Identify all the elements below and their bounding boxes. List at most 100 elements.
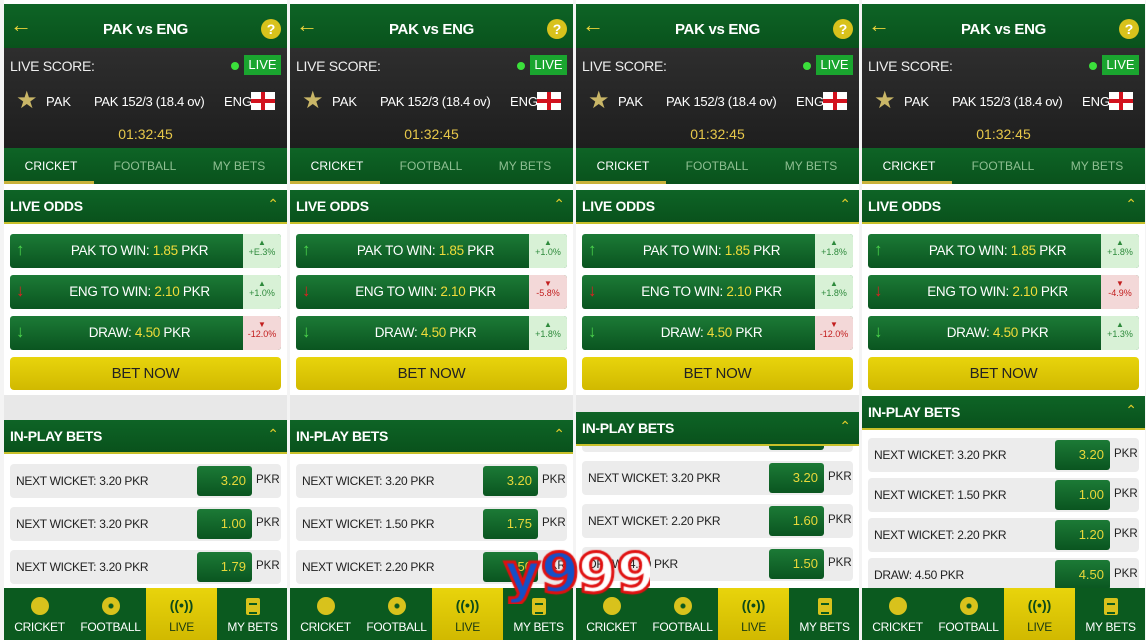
tab-cricket[interactable]: CRICKET xyxy=(882,159,936,173)
odds-change-badge: ▼ -12.0% xyxy=(243,316,281,350)
triangle-down-icon: ▼ xyxy=(830,320,838,329)
odds-value: 4.50 xyxy=(706,325,732,340)
chevron-up-icon[interactable]: ⌃ xyxy=(553,196,565,212)
bet-odds-button[interactable]: 1.50 xyxy=(769,549,824,579)
chevron-up-icon[interactable]: ⌃ xyxy=(839,196,851,212)
football-icon xyxy=(933,594,1004,616)
live-score-panel: LIVE SCORE: LIVE ★ PAK PAK 152/3 (18.4 ov) EN… xyxy=(290,48,573,148)
in-play-bet-row: DRAW: 4.50 PKR 1.50 PKR xyxy=(582,547,853,581)
bet-odds-button[interactable]: 1.00 xyxy=(1055,480,1110,510)
odds-row[interactable]: ↓ ENG TO WIN: 2.10 PKR ▲ +1.0% xyxy=(10,275,281,309)
bet-odds-button[interactable]: 1.00 xyxy=(197,509,252,539)
odds-label: ENG TO WIN: 2.10 PKR xyxy=(894,284,1101,299)
nav-live[interactable]: ((•)) LIVE xyxy=(146,588,217,640)
nav-my-bets[interactable]: MY BETS xyxy=(503,588,573,640)
arrow-left-icon[interactable]: ← xyxy=(10,12,32,37)
arrow-left-icon[interactable]: ← xyxy=(868,12,890,37)
bet-now-button[interactable]: BET NOW xyxy=(296,357,567,390)
odds-row[interactable]: ↓ DRAW: 4.50 PKR ▲ +1.3% xyxy=(868,316,1139,350)
chevron-up-icon[interactable]: ⌃ xyxy=(267,196,279,212)
in-play-bets-header[interactable]: IN-PLAY BETS ⌃ xyxy=(290,420,573,454)
chevron-up-icon[interactable]: ⌃ xyxy=(553,426,565,442)
bet-odds-button[interactable]: 1.75 xyxy=(483,509,538,539)
nav-football[interactable]: FOOTBALL xyxy=(647,588,718,640)
odds-row[interactable]: ↓ ENG TO WIN: 2.10 PKR ▼ -5.8% xyxy=(296,275,567,309)
tab-my-bets[interactable]: MY BETS xyxy=(1070,159,1124,173)
chevron-up-icon[interactable]: ⌃ xyxy=(839,418,851,434)
help-icon[interactable]: ? xyxy=(833,19,853,39)
odds-suffix: PKR xyxy=(1037,284,1068,299)
cricket-ball-icon xyxy=(862,594,933,616)
nav-live[interactable]: ((•)) LIVE xyxy=(1004,588,1075,640)
odds-change-badge: ▲ +1.8% xyxy=(1101,234,1139,268)
tab-football[interactable]: FOOTBALL xyxy=(113,159,177,173)
chevron-up-icon[interactable]: ⌃ xyxy=(1125,196,1137,212)
bet-odds-button[interactable]: 1.79 xyxy=(197,552,252,582)
section-title: LIVE ODDS xyxy=(296,198,369,214)
live-odds-header[interactable]: LIVE ODDS ⌃ xyxy=(4,190,287,224)
odds-row[interactable]: ↑ PAK TO WIN: 1.85 PKR ▲ +1.8% xyxy=(582,234,853,268)
odds-row[interactable]: ↓ DRAW: 4.50 PKR ▼ -12.0% xyxy=(10,316,281,350)
tab-my-bets[interactable]: MY BETS xyxy=(784,159,838,173)
odds-label: DRAW: 4.50 PKR xyxy=(36,325,243,340)
in-play-bet-row: NEXT WICKET: 3.20 PKR 3.20 PKR xyxy=(10,464,281,498)
help-icon[interactable]: ? xyxy=(1119,19,1139,39)
nav-cricket[interactable]: CRICKET xyxy=(4,588,75,640)
nav-cricket[interactable]: CRICKET xyxy=(576,588,647,640)
chevron-up-icon[interactable]: ⌃ xyxy=(267,426,279,442)
section-divider xyxy=(4,395,287,420)
help-icon[interactable]: ? xyxy=(261,19,281,39)
chevron-up-icon[interactable]: ⌃ xyxy=(1125,402,1137,418)
bet-now-button[interactable]: BET NOW xyxy=(10,357,281,390)
nav-my-bets[interactable]: MY BETS xyxy=(217,588,287,640)
arrow-left-icon[interactable]: ← xyxy=(582,12,604,37)
arrow-left-icon[interactable]: ← xyxy=(296,12,318,37)
tab-cricket[interactable]: CRICKET xyxy=(310,159,364,173)
currency-label: PKR xyxy=(542,517,566,529)
nav-football[interactable]: FOOTBALL xyxy=(361,588,432,640)
nav-football[interactable]: FOOTBALL xyxy=(933,588,1004,640)
tab-football[interactable]: FOOTBALL xyxy=(685,159,749,173)
tab-football[interactable]: FOOTBALL xyxy=(399,159,463,173)
tab-my-bets[interactable]: MY BETS xyxy=(498,159,552,173)
bet-odds-button[interactable]: 3.20 xyxy=(483,466,538,496)
bet-now-button[interactable]: BET NOW xyxy=(868,357,1139,390)
in-play-bets-header[interactable]: IN-PLAY BETS ⌃ xyxy=(862,396,1145,430)
odds-row[interactable]: ↓ ENG TO WIN: 2.10 PKR ▼ -4.9% xyxy=(868,275,1139,309)
nav-my-bets[interactable]: MY BETS xyxy=(1075,588,1145,640)
nav-cricket[interactable]: CRICKET xyxy=(862,588,933,640)
in-play-bets-header[interactable]: IN-PLAY BETS ⌃ xyxy=(4,420,287,454)
bet-odds-button[interactable]: 1.20 xyxy=(1055,520,1110,550)
live-odds-header[interactable]: LIVE ODDS ⌃ xyxy=(576,190,859,224)
tab-my-bets[interactable]: MY BETS xyxy=(212,159,266,173)
live-odds-header[interactable]: LIVE ODDS ⌃ xyxy=(290,190,573,224)
tab-cricket[interactable]: CRICKET xyxy=(596,159,650,173)
in-play-bets-header[interactable]: IN-PLAY BETS ⌃ xyxy=(576,412,859,446)
odds-change-value: +1.0% xyxy=(249,288,275,298)
live-odds-header[interactable]: LIVE ODDS ⌃ xyxy=(862,190,1145,224)
bet-odds-button[interactable]: 4.50 xyxy=(1055,560,1110,590)
odds-row[interactable]: ↑ PAK TO WIN: 1.85 PKR ▲ +E.3% xyxy=(10,234,281,268)
nav-live[interactable]: ((•)) LIVE xyxy=(718,588,789,640)
bet-odds-button[interactable]: 1.50 xyxy=(483,552,538,582)
nav-my-bets[interactable]: MY BETS xyxy=(789,588,859,640)
help-icon[interactable]: ? xyxy=(547,19,567,39)
odds-row[interactable]: ↓ DRAW: 4.50 PKR ▼ -12.0% xyxy=(582,316,853,350)
nav-cricket[interactable]: CRICKET xyxy=(290,588,361,640)
tab-football[interactable]: FOOTBALL xyxy=(971,159,1035,173)
bet-odds-button[interactable]: 3.20 xyxy=(769,463,824,493)
tab-cricket[interactable]: CRICKET xyxy=(24,159,78,173)
bet-odds-button[interactable]: 3.20 xyxy=(197,466,252,496)
bet-odds-button[interactable]: 3.20 xyxy=(1055,440,1110,470)
odds-prefix: PAK TO WIN: xyxy=(70,243,153,258)
odds-row[interactable]: ↓ DRAW: 4.50 PKR ▲ +1.8% xyxy=(296,316,567,350)
in-play-bet-row: NEXT WICKET: 2.20 PKR 1.20 PKR xyxy=(868,518,1139,552)
bet-odds-button[interactable]: 1.60 xyxy=(769,506,824,536)
odds-row[interactable]: ↑ PAK TO WIN: 1.85 PKR ▲ +1.0% xyxy=(296,234,567,268)
bet-now-button[interactable]: BET NOW xyxy=(582,357,853,390)
nav-football[interactable]: FOOTBALL xyxy=(75,588,146,640)
odds-row[interactable]: ↓ ENG TO WIN: 2.10 PKR ▲ +1.8% xyxy=(582,275,853,309)
odds-row[interactable]: ↑ PAK TO WIN: 1.85 PKR ▲ +1.8% xyxy=(868,234,1139,268)
nav-live[interactable]: ((•)) LIVE xyxy=(432,588,503,640)
bottom-nav: CRICKET FOOTBALL ((•)) LIVE MY BETS xyxy=(4,588,287,640)
